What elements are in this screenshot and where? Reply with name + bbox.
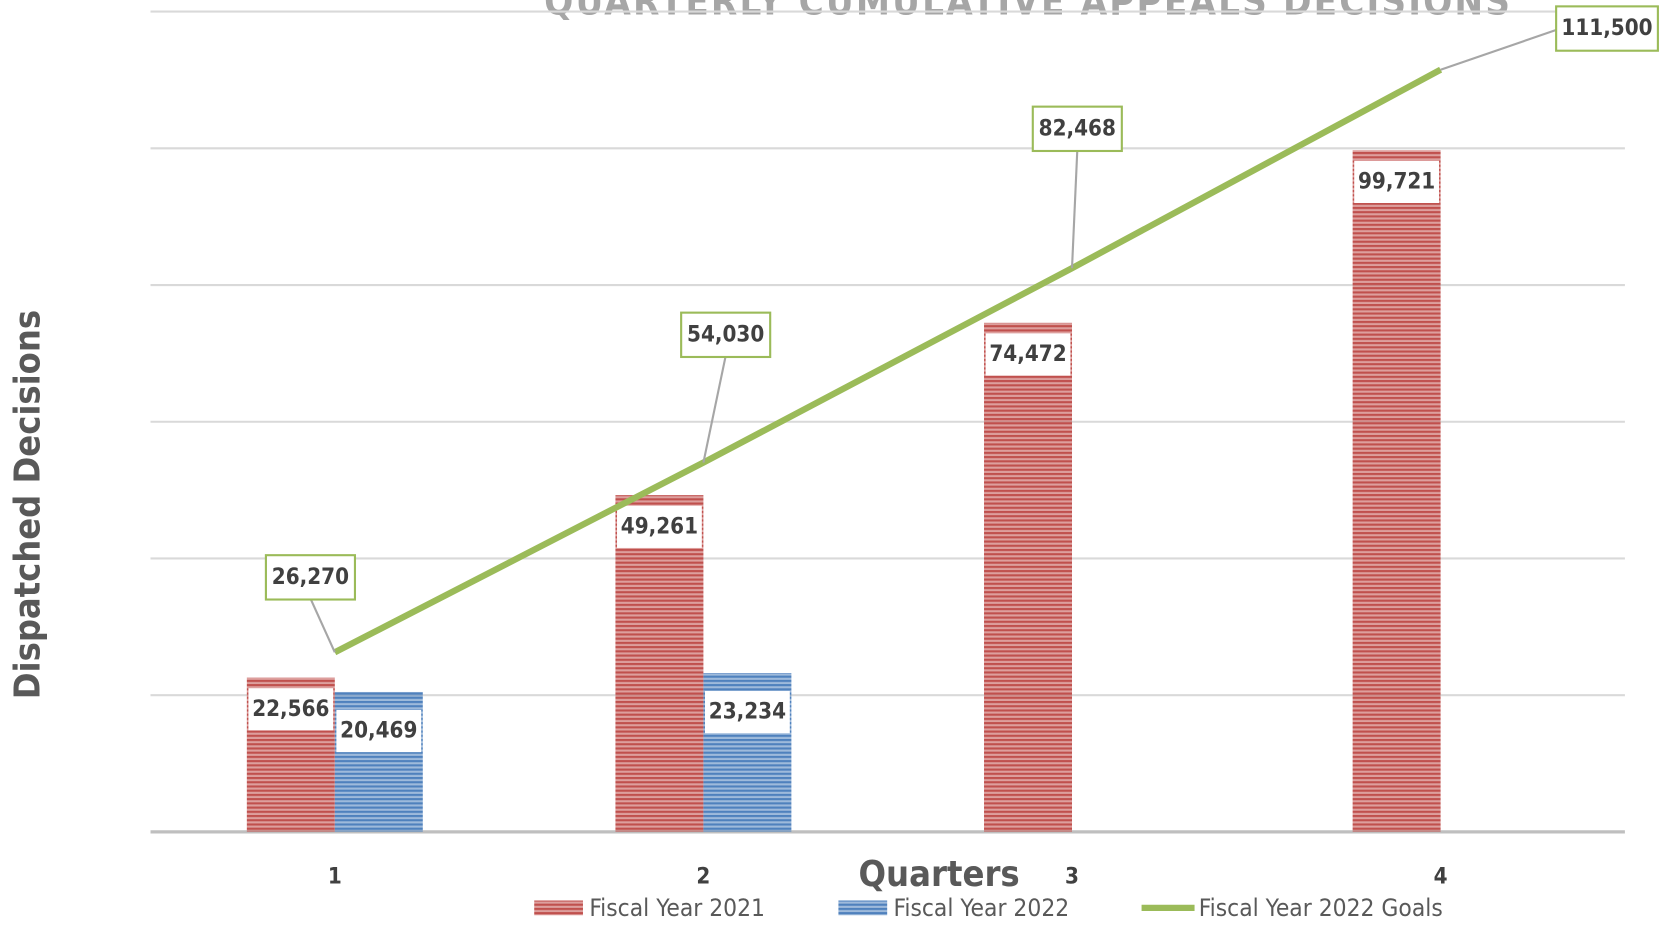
data-label-box [1031,105,1123,153]
data-label-bg [985,333,1071,376]
bar [1352,150,1441,832]
bar [615,495,704,832]
legend-label: Fiscal Year 2021 [589,893,765,922]
data-label: 23,234 [709,699,786,725]
y-axis-label: Dispatched Decisions [8,310,49,699]
data-label-bg [336,709,422,753]
data-label-bg [617,505,702,548]
x-tick-label: 4 [1434,864,1448,890]
data-label: 26,270 [272,564,349,590]
leader-line [309,598,336,653]
data-label-bg [704,691,790,734]
leader-line [1070,149,1079,269]
legend-label: Fiscal Year 2022 Goals [1199,893,1443,922]
data-label-box [1555,5,1659,52]
data-label: 49,261 [621,513,698,539]
data-label-bg [1354,160,1440,204]
x-tick-label: 1 [328,864,342,890]
data-label: 99,721 [1358,168,1435,194]
data-label: 82,468 [1039,115,1116,141]
data-label: 22,566 [252,696,329,722]
data-label: 54,030 [687,321,764,347]
line [333,66,1443,656]
legend-swatch [534,900,583,916]
legend-label: Fiscal Year 2022 [894,893,1070,922]
data-label: 74,472 [989,341,1066,367]
x-tick-label: 3 [1065,864,1079,890]
leader-line [1440,27,1561,71]
x-tick-label: 2 [696,864,710,890]
x-axis-label: Quarters [858,854,1019,895]
data-label-box [680,311,772,359]
bar [984,322,1073,832]
data-label: 111,500 [1561,15,1652,41]
data-label-bg [248,688,334,731]
data-label: 20,469 [340,718,417,744]
legend-swatch [838,900,888,916]
data-label-box [264,554,357,601]
leader-line [702,355,727,463]
